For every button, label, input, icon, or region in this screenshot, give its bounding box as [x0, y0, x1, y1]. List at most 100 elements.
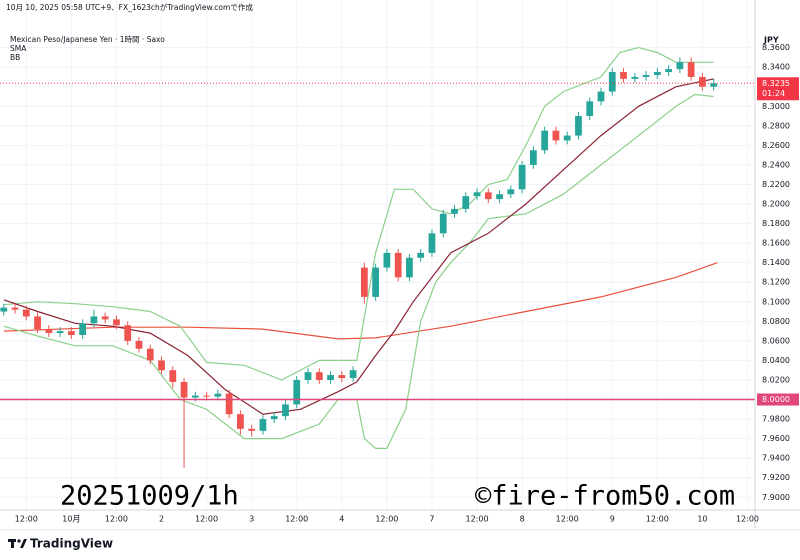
x-tick-label: 7 [429, 515, 434, 524]
candle-body [90, 316, 98, 324]
level-label: 8.0000 [762, 395, 790, 404]
candle-body [620, 72, 627, 79]
candle-body [270, 416, 278, 420]
x-tick-label: 9 [610, 515, 615, 524]
symbol: Mexican Peso/Japanese Yen · 1時間 · Saxo [10, 35, 165, 44]
candle-body [575, 116, 582, 136]
candle-body [631, 76, 639, 79]
x-tick-label: 12:00 [466, 515, 489, 524]
indicator: BB [10, 53, 20, 62]
candle-body [67, 331, 75, 336]
candle-body [597, 91, 605, 102]
candle-body [417, 252, 425, 258]
candle-body [383, 252, 391, 268]
candle-body [158, 360, 165, 371]
indicator: SMA [10, 44, 27, 53]
candle-body [304, 372, 312, 380]
candle-body [45, 329, 53, 334]
axis-unit: JPY [763, 36, 779, 45]
candle-body [687, 62, 695, 77]
y-tick-label: 8.1600 [762, 239, 790, 248]
candle-body [518, 164, 526, 190]
y-tick-label: 7.9800 [762, 415, 790, 424]
candle-body [146, 348, 154, 361]
x-tick-label: 12:00 [15, 515, 38, 524]
candle-body [237, 414, 244, 429]
candle-body [113, 319, 120, 326]
candle-body [699, 76, 706, 87]
y-tick-label: 8.0600 [762, 336, 790, 345]
x-tick-label: 12:00 [195, 515, 218, 524]
indicator-line [3, 46, 714, 381]
candle-body [0, 307, 8, 312]
candle-body [484, 192, 492, 200]
x-tick-label: 12:00 [646, 515, 669, 524]
candle-body [462, 196, 470, 209]
candle-body [394, 252, 402, 278]
y-tick-label: 8.2000 [762, 200, 790, 209]
candle-body [259, 419, 267, 431]
candle-body [541, 130, 549, 151]
credit: 10月 10, 2025 05:58 UTC+9、FX_1623chがTradi… [6, 2, 253, 12]
candle-body [507, 189, 515, 195]
candle-body [214, 393, 222, 397]
brand: TradingView [30, 537, 113, 551]
candle-body [586, 101, 594, 117]
indicator-line [3, 262, 718, 340]
watermark: 20251009/1h [60, 481, 239, 512]
x-tick-label: 12:00 [375, 515, 398, 524]
candle-body [608, 72, 616, 92]
y-tick-label: 8.2400 [762, 160, 790, 169]
y-tick-label: 7.9200 [762, 473, 790, 482]
candle-body [282, 404, 289, 417]
x-tick-label: 10月 [62, 515, 80, 524]
x-tick-label: 8 [520, 515, 525, 524]
last-price-box [757, 77, 799, 101]
y-tick-label: 8.1200 [762, 278, 790, 287]
candle-body [101, 316, 109, 320]
candle-body [225, 393, 233, 415]
candle-body [293, 379, 301, 405]
candle-body [22, 309, 30, 317]
y-tick-label: 8.0200 [762, 375, 790, 384]
candle-body [665, 69, 672, 73]
candle-body [34, 316, 41, 330]
y-tick-label: 8.1800 [762, 219, 790, 228]
candle-body [428, 233, 436, 253]
indicator-line [3, 78, 714, 415]
y-tick-label: 8.1400 [762, 258, 790, 267]
candle-body [360, 267, 368, 297]
candle-body [124, 325, 132, 341]
y-tick-label: 8.0800 [762, 317, 790, 326]
y-tick-label: 7.9400 [762, 454, 790, 463]
x-tick-label: 12:00 [105, 515, 128, 524]
candle-body [349, 370, 357, 379]
candle-body [338, 375, 346, 379]
candle-body [439, 213, 447, 234]
x-tick-label: 12:00 [285, 515, 308, 524]
x-tick-label: 2 [159, 515, 164, 524]
candle-body [203, 395, 210, 397]
y-tick-label: 8.3000 [762, 102, 790, 111]
y-tick-label: 8.2600 [762, 141, 790, 150]
watermark: ©fire-from50.com [475, 481, 735, 512]
candle-body [530, 150, 537, 165]
candle-body [327, 375, 334, 380]
candle-body [642, 74, 650, 77]
candle-body [79, 323, 87, 336]
y-tick-label: 8.3400 [762, 63, 790, 72]
candle-body [496, 194, 503, 200]
candle-body [563, 135, 571, 141]
candle-body [248, 428, 256, 431]
x-tick-label: 3 [249, 515, 254, 524]
y-tick-label: 8.3600 [762, 43, 790, 52]
y-tick-label: 8.0400 [762, 356, 790, 365]
candle-body [406, 257, 413, 278]
y-tick-label: 8.2200 [762, 180, 790, 189]
candle-body [451, 208, 458, 214]
candle-body [56, 331, 64, 334]
x-tick-label: 12:00 [736, 515, 759, 524]
y-tick-label: 8.1000 [762, 297, 790, 306]
candle-body [180, 381, 188, 398]
